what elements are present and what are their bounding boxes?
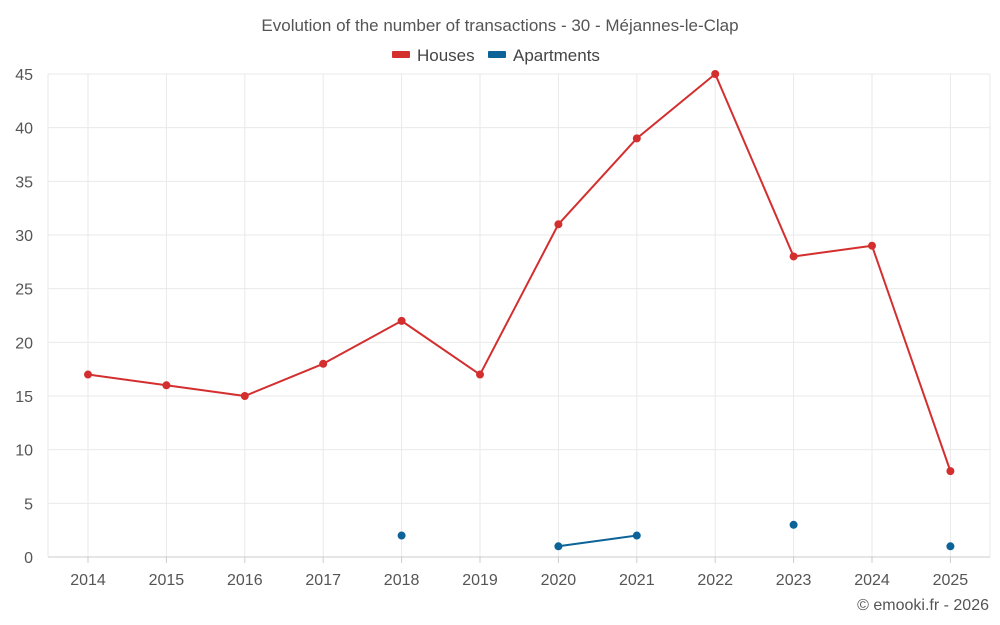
series-line	[558, 534, 637, 548]
x-tick-label: 2016	[227, 572, 263, 589]
x-tick-label: 2025	[933, 572, 969, 589]
legend[interactable]: Houses Apartments	[392, 46, 600, 65]
y-tick-label: 5	[24, 496, 33, 513]
series-layer	[84, 70, 955, 551]
series-houses	[84, 70, 955, 476]
legend-label: Apartments	[513, 46, 600, 65]
x-tick-label: 2015	[149, 572, 185, 589]
legend-item-houses[interactable]: Houses	[392, 46, 475, 65]
y-tick-label: 15	[15, 389, 33, 406]
legend-item-apartments[interactable]: Apartments	[488, 46, 600, 65]
data-point[interactable]	[84, 370, 92, 379]
data-point[interactable]	[632, 531, 641, 540]
data-point[interactable]	[319, 359, 328, 368]
legend-swatch	[488, 51, 506, 58]
series-apartments	[397, 520, 955, 551]
y-tick-label: 45	[15, 67, 33, 84]
legend-swatch	[392, 51, 410, 58]
x-tick-label: 2019	[462, 572, 498, 589]
x-tick-label: 2014	[70, 572, 106, 589]
x-tick-label: 2023	[776, 572, 812, 589]
data-point[interactable]	[632, 134, 641, 143]
data-point[interactable]	[946, 542, 955, 551]
credit-text: © emooki.fr - 2026	[857, 597, 989, 614]
chart-title: Evolution of the number of transactions …	[261, 16, 738, 35]
data-point[interactable]	[476, 370, 484, 379]
y-tick-label: 30	[15, 228, 33, 245]
legend-label: Houses	[417, 46, 475, 65]
x-tick-label: 2022	[697, 572, 733, 589]
data-point[interactable]	[789, 520, 798, 529]
x-tick-label: 2024	[854, 572, 890, 589]
data-point[interactable]	[946, 467, 955, 476]
data-point[interactable]	[554, 220, 563, 229]
x-tick-label: 2020	[541, 572, 577, 589]
y-tick-label: 40	[15, 121, 33, 138]
y-tick-label: 25	[15, 282, 33, 299]
data-point[interactable]	[711, 70, 720, 78]
data-point[interactable]	[162, 381, 171, 390]
data-point[interactable]	[240, 392, 249, 400]
data-point[interactable]	[789, 252, 798, 261]
y-tick-label: 10	[15, 443, 33, 460]
series-line	[87, 73, 952, 472]
x-tick-label: 2018	[384, 572, 420, 589]
data-point[interactable]	[397, 316, 406, 325]
x-tick-label: 2017	[305, 572, 341, 589]
data-point[interactable]	[554, 542, 563, 551]
data-point[interactable]	[397, 531, 406, 540]
y-tick-label: 20	[15, 335, 33, 352]
grid	[47, 73, 991, 557]
y-tick-label: 35	[15, 174, 33, 191]
y-tick-label: 0	[24, 550, 33, 567]
x-tick-label: 2021	[619, 572, 655, 589]
data-point[interactable]	[868, 241, 876, 250]
